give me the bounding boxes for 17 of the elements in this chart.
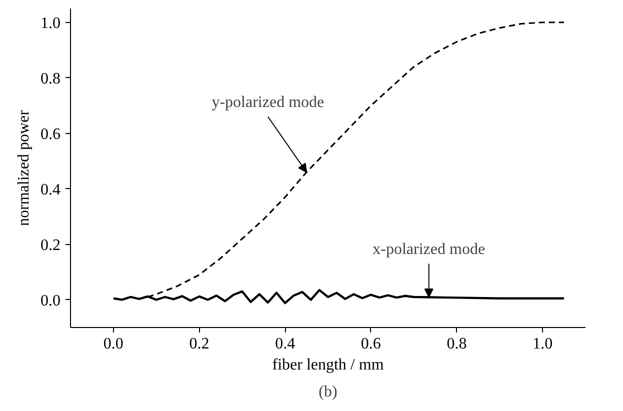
x-tick-label: 0.8: [446, 336, 467, 352]
annotation: x-polarized mode: [372, 241, 486, 258]
y-axis-title: normalized power: [16, 109, 32, 226]
annotation: y-polarized mode: [212, 94, 324, 112]
y-tick-label: 0.8: [40, 70, 60, 88]
y-tick-label: 0.2: [40, 236, 60, 254]
y-tick-label: 0.4: [40, 181, 60, 198]
x-tick-label: 0.2: [189, 336, 210, 352]
text: (b): [318, 384, 338, 400]
x-tick-label: 0.0: [103, 336, 124, 352]
x-tick-label: 0.6: [360, 336, 381, 352]
y-tick-label: 1.0: [40, 14, 60, 32]
y-tick-label: 0.6: [40, 126, 60, 143]
y-tick-label: 0.0: [40, 292, 60, 310]
x-axis-title: fiber length / mm: [272, 356, 384, 374]
x-tick-label: 1.0: [532, 336, 553, 352]
x-tick-label: 0.4: [275, 336, 296, 352]
